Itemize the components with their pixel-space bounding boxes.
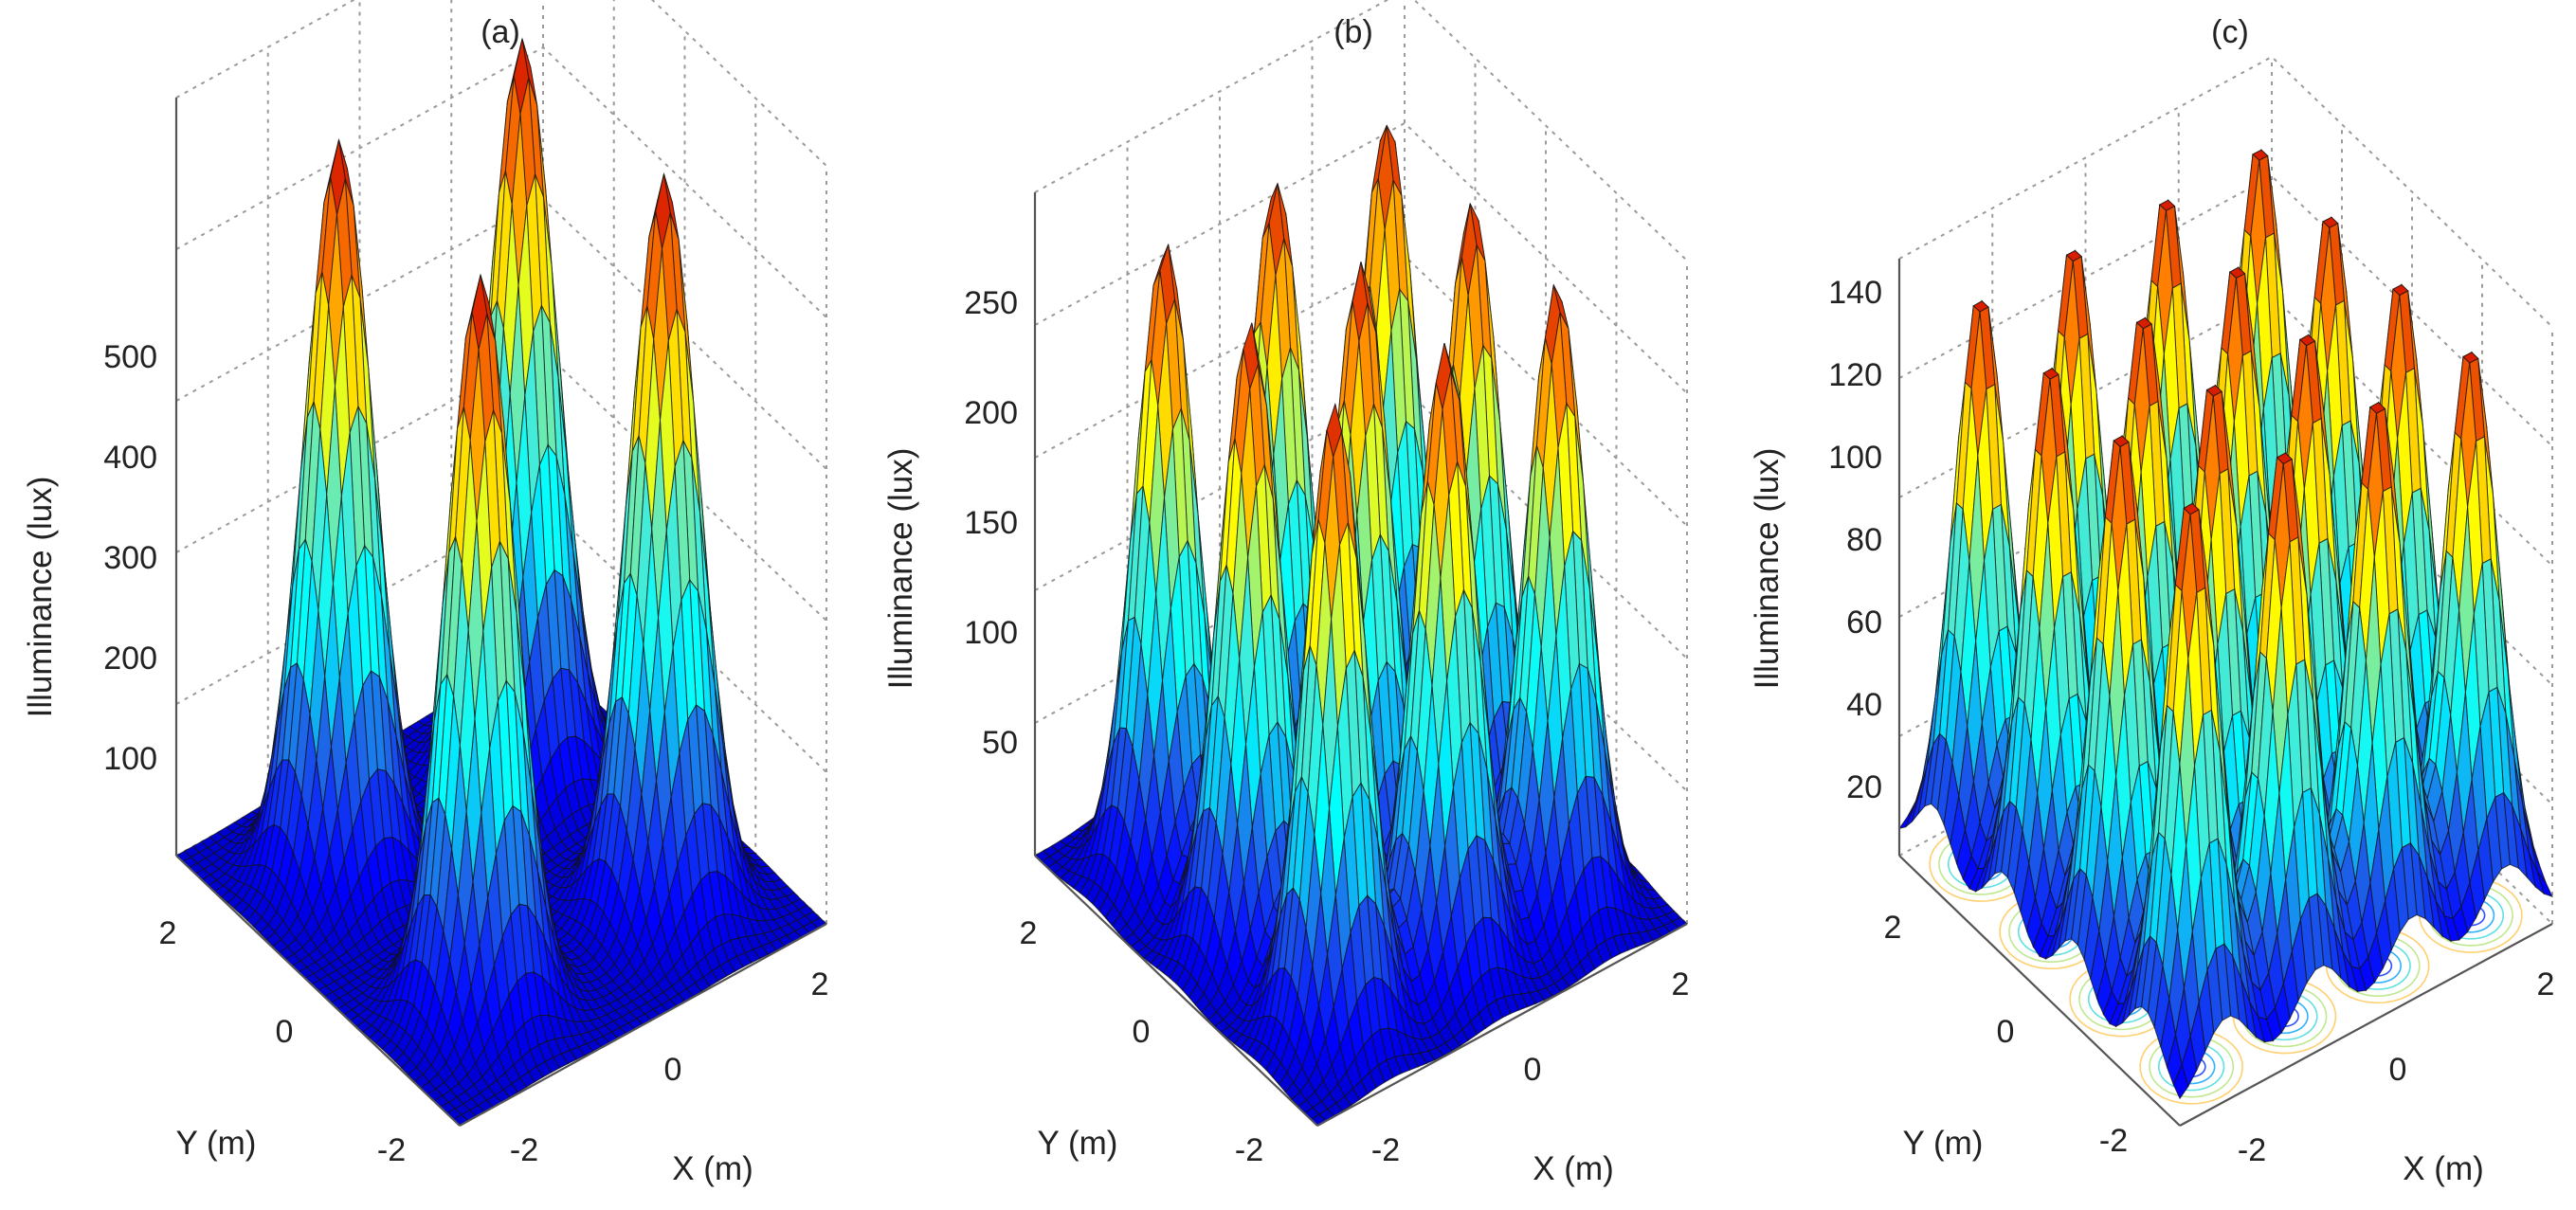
grid-line (1898, 55, 2553, 328)
panel-a-y-tick-label: 2 (159, 915, 177, 951)
panel-b-z-axis-label: Illuminance (lux) (882, 448, 919, 690)
panel-a-z-tick-label: 100 (103, 741, 157, 777)
panel-c-surface (1897, 148, 2553, 1100)
panel-a-z-tick-label: 200 (103, 641, 157, 677)
panel-b-surface (1034, 124, 1688, 1127)
panel-b-y-tick-label: 2 (1020, 915, 1038, 951)
panel-b-z-tick-label: 50 (982, 725, 1018, 761)
panel-a-surface (175, 37, 827, 1127)
panel-a-z-tick-label: 300 (103, 540, 157, 576)
panel-b-x-tick-label: 0 (1524, 1052, 1542, 1088)
panel-a-z-axis-label: Illuminance (lux) (22, 477, 59, 718)
panel-a-title: (a) (481, 14, 520, 50)
panel-b-y-tick-label: 0 (1133, 1014, 1151, 1050)
panel-a-y-tick-label: -2 (377, 1132, 406, 1168)
panel-b: (b) Illuminance (lux) 50 100 150 200 250… (882, 0, 1689, 1187)
panel-b-z-tick-label: 100 (964, 615, 1018, 651)
panel-b-z-tick-label: 200 (964, 395, 1018, 431)
panel-c: (c) Illuminance (lux) 20 40 60 80 100 12… (1749, 14, 2554, 1187)
panel-b-y-tick-label: -2 (1235, 1132, 1263, 1168)
panel-b-title: (b) (1333, 14, 1373, 50)
panel-b-z-tick-label: 250 (964, 285, 1018, 321)
panel-a-y-axis-label: Y (m) (176, 1125, 257, 1162)
panel-a-x-tick-label: 2 (811, 966, 829, 1002)
panel-a-x-tick-label: -2 (510, 1132, 538, 1168)
panel-a-x-axis-label: X (m) (672, 1150, 753, 1187)
panel-b-x-tick-label: -2 (1371, 1132, 1400, 1168)
panel-b-x-tick-label: 2 (1672, 966, 1690, 1002)
panel-b-z-tick-label: 150 (964, 505, 1018, 541)
panel-b-x-axis-label: X (m) (1533, 1150, 1614, 1187)
panel-a: (a) Illuminance (lux) 100 200 300 400 50… (22, 0, 828, 1187)
panel-a-x-tick-label: 0 (664, 1052, 682, 1088)
panel-a-y-tick-label: 0 (276, 1014, 294, 1050)
panel-a-z-tick-label: 500 (103, 339, 157, 375)
panel-b-y-axis-label: Y (m) (1038, 1125, 1118, 1162)
panel-a-z-tick-label: 400 (103, 440, 157, 476)
